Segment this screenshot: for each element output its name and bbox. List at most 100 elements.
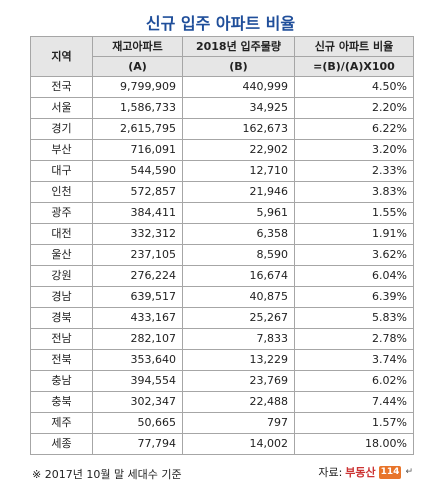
region-cell: 대구 xyxy=(30,160,93,182)
region-cell: 대전 xyxy=(30,223,93,245)
table-title: 신규 입주 아파트 비율 xyxy=(145,14,296,33)
supply-cell: 25,267 xyxy=(182,307,295,329)
ratio-cell: 6.22% xyxy=(294,118,414,140)
table-row: 충남 394,554 23,769 6.02% xyxy=(30,370,414,392)
ratio-cell: 6.39% xyxy=(294,286,414,308)
supply-cell: 22,488 xyxy=(182,391,295,413)
supply-cell: 40,875 xyxy=(182,286,295,308)
table-row: 전남 282,107 7,833 2.78% xyxy=(30,328,414,350)
ratio-cell: 1.91% xyxy=(294,223,414,245)
stock-cell: 77,794 xyxy=(92,433,183,455)
region-cell: 세종 xyxy=(30,433,93,455)
table-row: 세종 77,794 14,002 18.00% xyxy=(30,433,414,455)
table-row: 광주 384,411 5,961 1.55% xyxy=(30,202,414,224)
ratio-cell: 6.02% xyxy=(294,370,414,392)
stock-cell: 302,347 xyxy=(92,391,183,413)
stock-cell: 716,091 xyxy=(92,139,183,161)
stock-cell: 276,224 xyxy=(92,265,183,287)
table-row: 울산 237,105 8,590 3.62% xyxy=(30,244,414,266)
region-cell: 경남 xyxy=(30,286,93,308)
header-stock-sub: (A) xyxy=(92,56,183,77)
supply-cell: 6,358 xyxy=(182,223,295,245)
ratio-cell: 2.78% xyxy=(294,328,414,350)
supply-cell: 7,833 xyxy=(182,328,295,350)
supply-cell: 21,946 xyxy=(182,181,295,203)
supply-cell: 13,229 xyxy=(182,349,295,371)
stock-cell: 237,105 xyxy=(92,244,183,266)
region-cell: 충남 xyxy=(30,370,93,392)
supply-cell: 797 xyxy=(182,412,295,434)
ratio-cell: 3.74% xyxy=(294,349,414,371)
ratio-cell: 7.44% xyxy=(294,391,414,413)
table-row: 제주 50,665 797 1.57% xyxy=(30,412,414,434)
ratio-cell: 4.50% xyxy=(294,76,414,98)
region-cell: 광주 xyxy=(30,202,93,224)
region-cell: 울산 xyxy=(30,244,93,266)
region-cell: 전북 xyxy=(30,349,93,371)
ratio-cell: 3.83% xyxy=(294,181,414,203)
ratio-cell: 3.62% xyxy=(294,244,414,266)
apartment-ratio-table: 지역 재고아파트 2018년 입주물량 신규 아파트 비율 (A) (B) =(… xyxy=(30,36,414,455)
supply-cell: 14,002 xyxy=(182,433,295,455)
stock-cell: 353,640 xyxy=(92,349,183,371)
table-row: 인천 572,857 21,946 3.83% xyxy=(30,181,414,203)
supply-cell: 16,674 xyxy=(182,265,295,287)
stock-cell: 384,411 xyxy=(92,202,183,224)
supply-cell: 23,769 xyxy=(182,370,295,392)
table-row: 부산 716,091 22,902 3.20% xyxy=(30,139,414,161)
table-row: 강원 276,224 16,674 6.04% xyxy=(30,265,414,287)
ratio-cell: 6.04% xyxy=(294,265,414,287)
header-region: 지역 xyxy=(30,36,93,77)
ratio-cell: 1.57% xyxy=(294,412,414,434)
table-row: 대전 332,312 6,358 1.91% xyxy=(30,223,414,245)
source-logo-text: 부동산 xyxy=(345,466,376,479)
stock-cell: 9,799,909 xyxy=(92,76,183,98)
region-cell: 제주 xyxy=(30,412,93,434)
header-supply-sub: (B) xyxy=(182,56,295,77)
region-cell: 전남 xyxy=(30,328,93,350)
footnote: ※ 2017년 10월 말 세대수 기준 xyxy=(32,468,182,481)
stock-cell: 544,590 xyxy=(92,160,183,182)
table-row: 경남 639,517 40,875 6.39% xyxy=(30,286,414,308)
region-cell: 서울 xyxy=(30,97,93,119)
supply-cell: 22,902 xyxy=(182,139,295,161)
header-supply: 2018년 입주물량 xyxy=(182,36,295,57)
region-cell: 경기 xyxy=(30,118,93,140)
region-cell: 경북 xyxy=(30,307,93,329)
table-row: 충북 302,347 22,488 7.44% xyxy=(30,391,414,413)
ratio-cell: 1.55% xyxy=(294,202,414,224)
supply-cell: 34,925 xyxy=(182,97,295,119)
region-cell: 전국 xyxy=(30,76,93,98)
stock-cell: 1,586,733 xyxy=(92,97,183,119)
region-cell: 부산 xyxy=(30,139,93,161)
source-credit: 자료: 부동산 114 ↵ xyxy=(318,464,413,480)
return-mark-icon: ↵ xyxy=(405,467,413,477)
ratio-cell: 5.83% xyxy=(294,307,414,329)
header-stock: 재고아파트 xyxy=(92,36,183,57)
supply-cell: 162,673 xyxy=(182,118,295,140)
stock-cell: 639,517 xyxy=(92,286,183,308)
ratio-cell: 3.20% xyxy=(294,139,414,161)
source-logo-box: 114 xyxy=(378,465,402,479)
ratio-cell: 2.20% xyxy=(294,97,414,119)
header-ratio: 신규 아파트 비율 xyxy=(294,36,414,57)
stock-cell: 394,554 xyxy=(92,370,183,392)
region-cell: 강원 xyxy=(30,265,93,287)
source-label: 자료: xyxy=(318,466,343,479)
header-ratio-formula: =(B)/(A)X100 xyxy=(294,56,414,77)
ratio-cell: 18.00% xyxy=(294,433,414,455)
region-cell: 인천 xyxy=(30,181,93,203)
table-row: 전북 353,640 13,229 3.74% xyxy=(30,349,414,371)
stock-cell: 2,615,795 xyxy=(92,118,183,140)
stock-cell: 433,167 xyxy=(92,307,183,329)
supply-cell: 440,999 xyxy=(182,76,295,98)
table-row: 전국 9,799,909 440,999 4.50% xyxy=(30,76,414,98)
stock-cell: 282,107 xyxy=(92,328,183,350)
supply-cell: 12,710 xyxy=(182,160,295,182)
stock-cell: 572,857 xyxy=(92,181,183,203)
ratio-cell: 2.33% xyxy=(294,160,414,182)
stock-cell: 332,312 xyxy=(92,223,183,245)
table-row: 경북 433,167 25,267 5.83% xyxy=(30,307,414,329)
table-row: 경기 2,615,795 162,673 6.22% xyxy=(30,118,414,140)
region-cell: 충북 xyxy=(30,391,93,413)
